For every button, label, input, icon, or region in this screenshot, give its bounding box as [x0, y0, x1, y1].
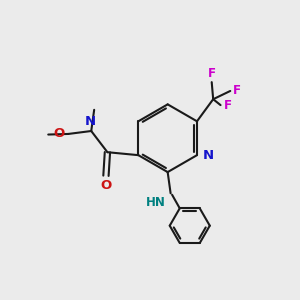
Text: O: O: [100, 179, 112, 192]
Text: HN: HN: [146, 196, 165, 208]
Text: F: F: [224, 100, 232, 112]
Text: N: N: [202, 149, 213, 162]
Text: F: F: [233, 84, 241, 97]
Text: F: F: [208, 68, 216, 80]
Text: O: O: [53, 127, 65, 140]
Text: N: N: [85, 115, 96, 128]
